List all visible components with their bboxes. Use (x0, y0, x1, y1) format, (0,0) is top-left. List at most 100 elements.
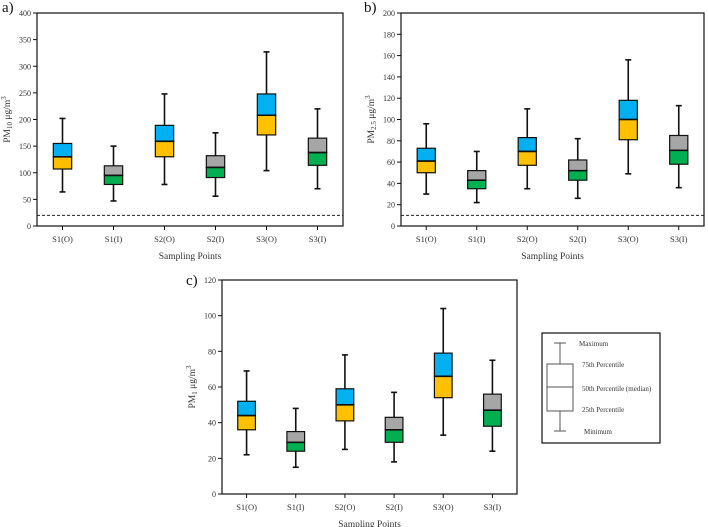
y-title-unit: μg/m (188, 368, 198, 391)
box-upper-half (433, 352, 453, 377)
x-tick-label: S1(I) (468, 234, 486, 244)
panel-label: a) (2, 0, 14, 16)
y-tick-label: 350 (19, 36, 31, 45)
box-lower-half (433, 375, 453, 399)
box-lower-half (467, 179, 487, 190)
box-lower-half (256, 114, 277, 136)
box-S2(O) (335, 354, 355, 451)
y-title-subscript: 1 (191, 391, 199, 395)
y-title-subscript: 10 (6, 122, 14, 130)
box-lower-half (205, 166, 226, 179)
box-lower-half (568, 170, 588, 181)
legend-item-label: Maximum (579, 340, 609, 348)
y-tick-label: 160 (383, 52, 395, 61)
x-tick-label: S1(I) (287, 502, 305, 512)
box-upper-half (103, 165, 124, 177)
box-upper-half (482, 393, 502, 411)
x-tick-label: S3(I) (309, 234, 327, 244)
y-tick-label: 100 (204, 312, 216, 321)
y-tick-label: 20 (387, 201, 395, 210)
panel-b: b) 0 20 40 60 80 100 120 140 160 180 200 S1(O) S1(I) S… (364, 0, 705, 262)
y-tick-label: 80 (208, 347, 216, 356)
box-lower-half (618, 118, 638, 141)
box-S1(I) (286, 407, 306, 469)
y-tick-label: 20 (208, 454, 216, 463)
plot-frame (221, 279, 518, 495)
x-tick-label: S3(O) (256, 234, 277, 244)
y-title-superscript: 3 (0, 96, 8, 100)
box-upper-half (384, 416, 404, 431)
x-tick-label: S3(O) (433, 502, 454, 512)
x-tick-label: S2(O) (517, 234, 538, 244)
box-lower-half (669, 149, 689, 165)
box-lower-half (286, 441, 306, 452)
box-upper-half (286, 430, 306, 443)
box-upper-half (237, 400, 257, 417)
box-S2(O) (154, 93, 175, 186)
box-S1(O) (416, 122, 436, 195)
box-lower-half (416, 160, 436, 174)
box-S1(O) (52, 117, 73, 193)
y-tick-label: 0 (212, 490, 216, 499)
x-tick-label: S3(I) (670, 234, 688, 244)
box-upper-half (669, 134, 689, 151)
x-tick-label: S1(O) (416, 234, 437, 244)
y-tick-label: 0 (391, 222, 395, 231)
box-upper-half (517, 137, 537, 153)
box-S3(O) (433, 307, 453, 436)
box-upper-half (256, 93, 277, 116)
box-lower-half (335, 404, 355, 422)
box-lower-half (384, 429, 404, 443)
y-axis-title: PM1 μg/m3 (185, 365, 199, 408)
x-tick-label: S1(O) (236, 502, 257, 512)
y-title-unit: μg/m (367, 98, 377, 121)
panel-c: c) 0 20 40 60 80 100 120 S1(O) S1(I) S2(O) S2(I) S3(… (185, 273, 518, 527)
y-tick-label: 60 (387, 158, 395, 167)
box-upper-half (416, 147, 436, 162)
box-upper-half (205, 155, 226, 169)
box-S1(I) (467, 150, 487, 204)
y-tick-label: 100 (19, 169, 31, 178)
box-S3(O) (256, 51, 277, 172)
y-tick-label: 140 (383, 73, 395, 82)
legend-item-label: 25th Percentile (582, 406, 624, 414)
box-S2(I) (568, 137, 588, 200)
panel-a: a) 0 50 100 150 200 250 300 350 400 S1(O) S1(I) S2(O… (0, 0, 344, 262)
box-S3(I) (669, 104, 689, 189)
x-tick-label: S1(I) (105, 234, 123, 244)
y-tick-label: 200 (383, 9, 395, 18)
y-tick-label: 100 (383, 116, 395, 125)
box-S2(O) (517, 108, 537, 190)
y-tick-label: 40 (208, 419, 216, 428)
y-axis-title: PM10 μg/m3 (0, 96, 14, 143)
y-tick-label: 80 (387, 137, 395, 146)
box-lower-half (307, 151, 328, 166)
y-title-unit: μg/m (3, 99, 13, 122)
box-lower-half (103, 174, 124, 186)
legend-item-label: 75th Percentile (582, 361, 624, 369)
box-upper-half (154, 124, 175, 142)
legend-item-label: 50th Percentile (median) (582, 385, 652, 393)
x-tick-label: S3(I) (484, 502, 502, 512)
x-tick-label: S2(I) (385, 502, 403, 512)
box-lower-half (52, 156, 73, 170)
y-tick-label: 150 (19, 142, 31, 151)
box-S2(I) (384, 391, 404, 463)
box-upper-half (335, 388, 355, 406)
x-axis-title: Sampling Points (338, 520, 401, 527)
plot-frame (400, 12, 705, 227)
x-tick-label: S2(O) (154, 234, 175, 244)
box-S3(O) (618, 59, 638, 175)
y-title-main: PM (367, 129, 377, 143)
y-tick-label: 200 (19, 116, 31, 125)
box-upper-half (618, 99, 638, 121)
y-tick-label: 400 (19, 9, 31, 18)
panel-label: b) (364, 0, 377, 16)
y-title-main: PM (3, 128, 13, 142)
y-tick-label: 120 (383, 94, 395, 103)
y-title-superscript: 3 (185, 365, 193, 369)
legend: Maximum 75th Percentile 50th Percentile (m… (541, 332, 661, 444)
x-tick-label: S3(O) (618, 234, 639, 244)
y-tick-label: 180 (383, 30, 395, 39)
